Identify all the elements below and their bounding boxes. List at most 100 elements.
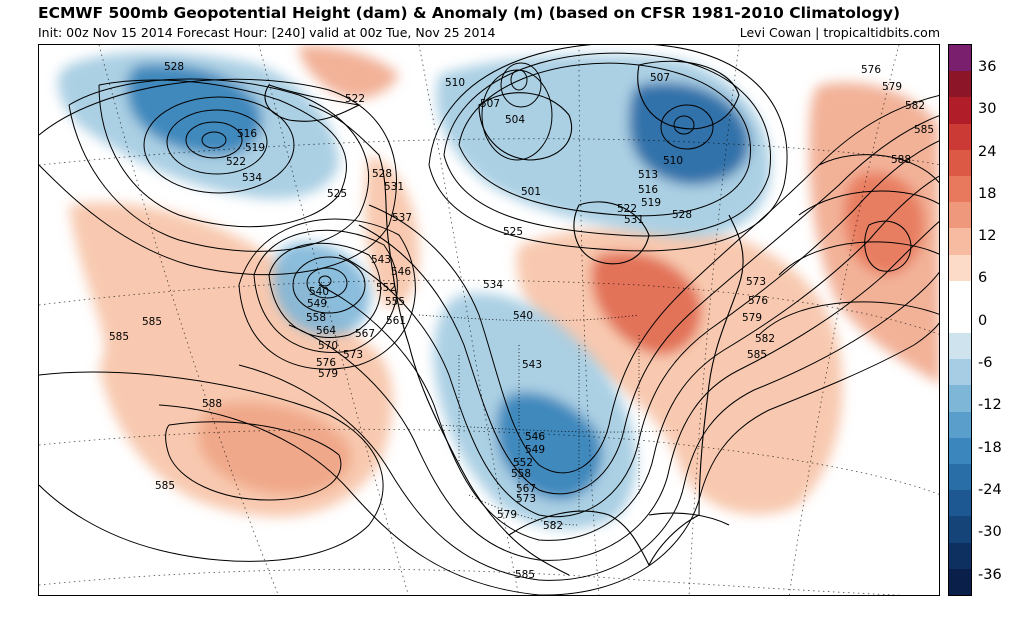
height-label: 558 bbox=[511, 468, 531, 480]
greenland bbox=[637, 60, 740, 130]
height-label: 549 bbox=[307, 298, 327, 310]
height-label: 510 bbox=[445, 77, 465, 89]
height-label: 504 bbox=[505, 114, 525, 126]
height-label: 582 bbox=[755, 333, 775, 345]
height-label: 579 bbox=[318, 368, 338, 380]
height-label: 507 bbox=[480, 98, 500, 110]
height-label: 585 bbox=[109, 331, 129, 343]
height-label: 531 bbox=[384, 181, 404, 193]
height-label: 573 bbox=[343, 349, 363, 361]
colorbar-segment bbox=[949, 202, 971, 229]
height-label: 582 bbox=[543, 520, 563, 532]
height-label: 546 bbox=[391, 266, 411, 278]
height-label: 534 bbox=[483, 279, 503, 291]
arctic-islands bbox=[478, 92, 573, 161]
north-america-west-coast bbox=[308, 104, 570, 576]
height-label: 552 bbox=[513, 457, 533, 469]
graticule bbox=[39, 45, 939, 595]
colorbar-segment bbox=[949, 71, 971, 98]
height-label: 585 bbox=[155, 480, 175, 492]
height-label: 528 bbox=[372, 168, 392, 180]
height-label: 567 bbox=[516, 483, 536, 495]
colorbar-segment bbox=[949, 45, 971, 72]
height-label: 522 bbox=[226, 156, 246, 168]
height-label: 543 bbox=[522, 359, 542, 371]
height-label: 555 bbox=[385, 296, 405, 308]
colorbar-segment bbox=[949, 280, 971, 307]
colorbar-segment bbox=[949, 333, 971, 360]
colorbar-tick-label: -30 bbox=[978, 524, 1002, 540]
height-label: 510 bbox=[663, 155, 683, 167]
height-label: 573 bbox=[516, 493, 536, 505]
colorbar-segment bbox=[949, 254, 971, 281]
height-label: 501 bbox=[521, 186, 541, 198]
height-label: 567 bbox=[355, 328, 375, 340]
colorbar-segment bbox=[949, 359, 971, 386]
negative-anomaly-baffin-core bbox=[629, 82, 750, 185]
height-label: 585 bbox=[515, 569, 535, 581]
colorbar-segment bbox=[949, 97, 971, 124]
height-contours bbox=[39, 45, 939, 595]
height-label: 522 bbox=[617, 203, 637, 215]
height-label: 519 bbox=[245, 142, 265, 154]
colorbar-tick-label: -12 bbox=[978, 397, 1002, 413]
gulf-coast bbox=[508, 510, 700, 567]
height-label: 585 bbox=[914, 124, 934, 136]
colorbar-tick-label: 6 bbox=[978, 270, 988, 286]
height-label: 558 bbox=[306, 312, 326, 324]
height-label: 513 bbox=[638, 169, 658, 181]
height-label: 516 bbox=[638, 184, 658, 196]
height-label: 531 bbox=[624, 214, 644, 226]
height-label: 507 bbox=[650, 72, 670, 84]
anomaly-shading-negative bbox=[58, 51, 771, 529]
height-label: 582 bbox=[905, 100, 925, 112]
colorbar-tick-label: 12 bbox=[978, 228, 997, 244]
colorbar-tick-label: 18 bbox=[978, 186, 997, 202]
height-label: 537 bbox=[392, 212, 412, 224]
credit-text: Levi Cowan | tropicaltidbits.com bbox=[739, 25, 940, 40]
height-label: 543 bbox=[371, 254, 391, 266]
height-label: 540 bbox=[309, 286, 329, 298]
colorbar-tick-label: -18 bbox=[978, 440, 1002, 456]
colorbar-segment bbox=[949, 149, 971, 176]
height-label: 525 bbox=[327, 188, 347, 200]
map-panel: 528 516 519 522 534 522 525 528 531 537 … bbox=[38, 44, 940, 596]
colorbar-tick-label: 36 bbox=[978, 59, 997, 75]
anomaly-shading bbox=[69, 45, 939, 517]
height-label: 588 bbox=[891, 154, 911, 166]
height-label: 519 bbox=[641, 197, 661, 209]
colorbar-segment bbox=[949, 568, 971, 595]
height-label: 561 bbox=[386, 315, 406, 327]
height-label: 585 bbox=[747, 349, 767, 361]
colorbar-segment bbox=[949, 464, 971, 491]
height-label: 552 bbox=[376, 282, 396, 294]
east-coast bbox=[698, 214, 744, 516]
height-label: 588 bbox=[202, 398, 222, 410]
positive-anomaly-alaska bbox=[299, 45, 399, 99]
height-label: 549 bbox=[525, 444, 545, 456]
height-label: 585 bbox=[142, 316, 162, 328]
colorbar-tick-label: 0 bbox=[978, 313, 988, 329]
map-title: ECMWF 500mb Geopotential Height (dam) & … bbox=[38, 4, 901, 22]
colorbar-segment bbox=[949, 516, 971, 543]
height-label: 516 bbox=[237, 128, 257, 140]
colorbar-tick-label: -36 bbox=[978, 567, 1002, 583]
negative-anomaly-gulf-alaska bbox=[273, 242, 370, 335]
colorbar-segment bbox=[949, 175, 971, 203]
anomaly-colorbar bbox=[948, 44, 972, 596]
colorbar-tick-label: 30 bbox=[978, 101, 997, 117]
colorbar-segment bbox=[949, 385, 971, 412]
height-label: 579 bbox=[742, 312, 762, 324]
positive-anomaly-pacific-core bbox=[197, 402, 351, 495]
init-info: Init: 00z Nov 15 2014 Forecast Hour: [24… bbox=[38, 25, 496, 40]
height-label: 564 bbox=[316, 325, 336, 337]
height-label-layer: 528 516 519 522 534 522 525 528 531 537 … bbox=[109, 61, 934, 581]
height-label: 576 bbox=[316, 357, 336, 369]
height-label: 579 bbox=[882, 81, 902, 93]
height-label: 570 bbox=[318, 340, 338, 352]
colorbar-segment bbox=[949, 306, 971, 334]
colorbar-tick-label: -6 bbox=[978, 355, 993, 371]
height-label: 522 bbox=[345, 93, 365, 105]
colorbar-segment bbox=[949, 228, 971, 255]
height-label: 579 bbox=[497, 509, 517, 521]
